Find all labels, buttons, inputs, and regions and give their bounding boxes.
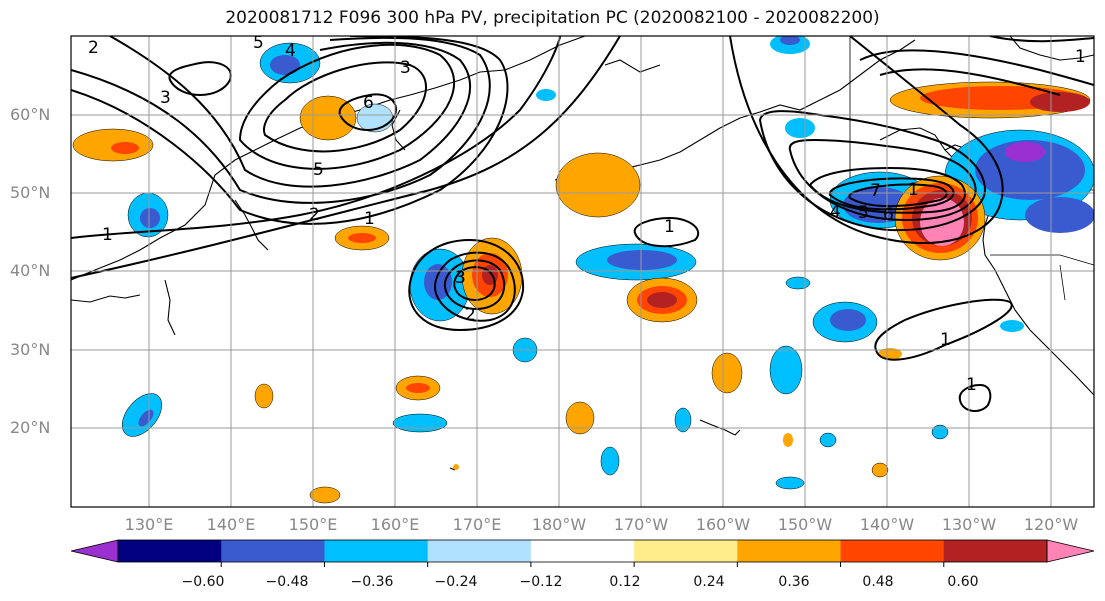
lon-label: 130°W [941, 515, 997, 534]
contour-label: 5 [858, 203, 869, 223]
contour-label: 1 [966, 375, 977, 395]
contour-label: 1 [940, 330, 951, 350]
lon-label: 140°E [206, 515, 256, 534]
contour-label: 3 [400, 58, 411, 78]
colorbar-tick-label: −0.48 [265, 574, 309, 590]
colorbar [70, 539, 1095, 567]
colorbar-extend-low [70, 539, 119, 563]
contour-label: 1 [102, 225, 113, 245]
colorbar-outline [117, 539, 1048, 563]
lon-label: 170°E [452, 515, 502, 534]
contour-label: 4 [285, 41, 296, 61]
lat-label: 50°N [10, 183, 51, 202]
lon-label: 140°W [859, 515, 915, 534]
contour-label: 1 [908, 180, 919, 200]
contour-labels: 2 5 4 3 6 3 5 2 1 1 3 2 1 7 1 4 5 6 1 1 … [88, 33, 1086, 395]
pv-contours [71, 36, 1094, 412]
contour-label: 2 [465, 305, 476, 325]
contour-label: 1 [664, 217, 675, 237]
contour-label: 1 [364, 209, 375, 229]
colorbar-segment [737, 540, 842, 562]
contour-label: 5 [313, 160, 324, 180]
colorbar-segment [530, 540, 635, 562]
colorbar-segment [221, 540, 325, 562]
contour-label: 3 [455, 268, 466, 288]
lat-label: 40°N [10, 261, 51, 280]
colorbar-tick-label: 0.24 [693, 574, 725, 590]
lon-label: 120°W [1023, 515, 1079, 534]
colorbar-segment [118, 540, 222, 562]
lat-label: 30°N [10, 340, 51, 359]
lon-label: 150°E [288, 515, 338, 534]
colorbar-tick-label: 0.12 [609, 574, 641, 590]
map-frame [70, 35, 1095, 508]
contour-label: 2 [309, 205, 320, 225]
colorbar-tick-label: −0.36 [350, 574, 394, 590]
colorbar-extend-high [1046, 539, 1095, 563]
lon-label: 130°E [124, 515, 174, 534]
lon-label: 160°E [370, 515, 420, 534]
contour-label: 6 [363, 93, 374, 113]
lon-label: 150°W [777, 515, 833, 534]
colorbar-tick-label: −0.12 [519, 574, 563, 590]
contour-label: 6 [883, 205, 894, 225]
colorbar-tick-label: −0.60 [181, 574, 225, 590]
colorbar-segment [840, 540, 945, 562]
gridlines [71, 36, 1094, 507]
colorbar-tick-label: 0.60 [947, 574, 979, 590]
lon-label: 170°W [613, 515, 669, 534]
lon-label: 160°W [695, 515, 751, 534]
colorbar-segment [634, 540, 738, 562]
lat-label: 20°N [10, 418, 51, 437]
contour-label: 7 [870, 181, 881, 201]
contour-label: 5 [253, 33, 264, 53]
contour-label: 1 [1075, 47, 1086, 67]
colorbar-segment [427, 540, 532, 562]
colorbar-tick-label: 0.36 [778, 574, 810, 590]
contour-label: 4 [830, 202, 841, 222]
precip-blobs [72, 36, 1094, 504]
colorbar-segment [943, 540, 1048, 562]
lat-label: 60°N [10, 105, 51, 124]
map-title: 2020081712 F096 300 hPa PV, precipitatio… [225, 8, 880, 28]
lon-label: 180°W [531, 515, 587, 534]
colorbar-tick-label: −0.24 [434, 574, 478, 590]
contour-label: 2 [88, 38, 99, 58]
colorbar-tick-label: 0.48 [862, 574, 894, 590]
contour-label: 3 [160, 88, 171, 108]
precip-anomaly-layer: 2 5 4 3 6 3 5 2 1 1 3 2 1 7 1 4 5 6 1 1 … [71, 33, 1094, 507]
colorbar-segment [324, 540, 429, 562]
